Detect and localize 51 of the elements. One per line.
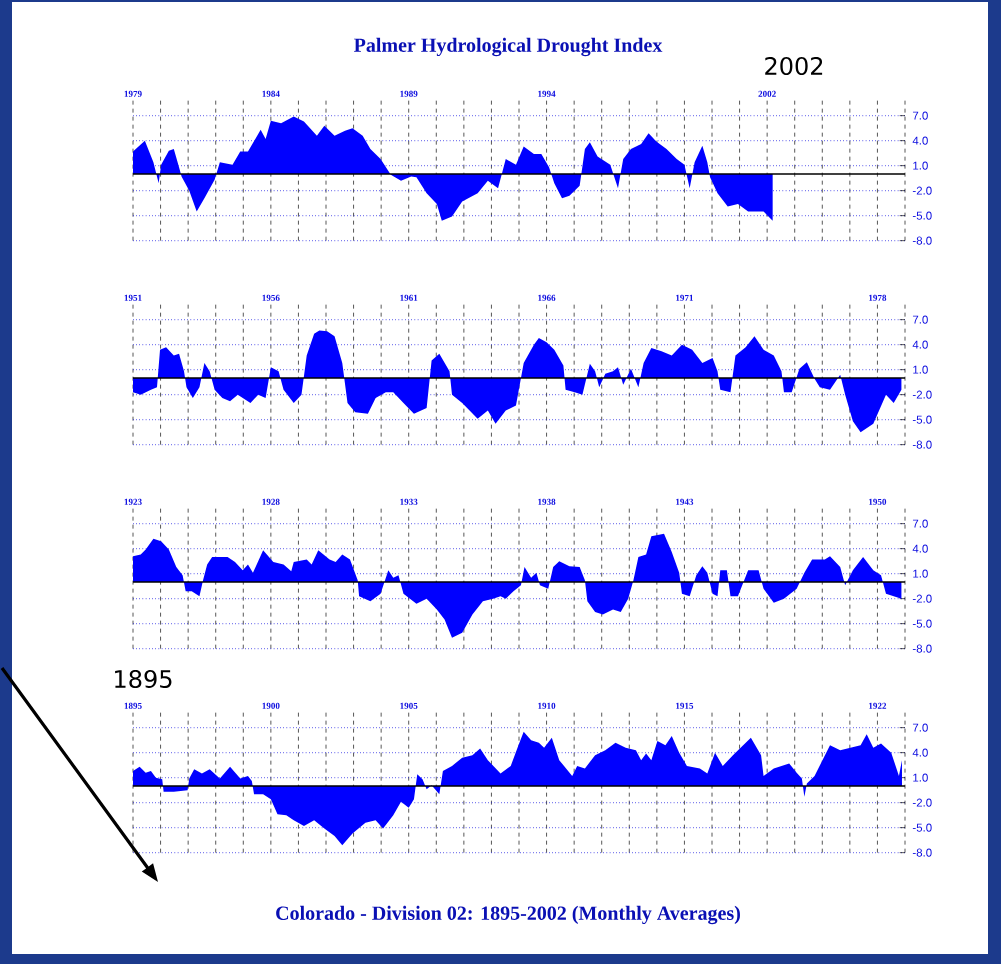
x-tick-label: 1900 — [262, 702, 280, 709]
x-tick-label: 1938 — [538, 498, 556, 505]
x-tick-label: 1951 — [124, 294, 142, 301]
x-tick-label: 1984 — [262, 90, 280, 97]
chart-title: Palmer Hydrological Drought Index — [353, 37, 663, 57]
y-tick-label: 4.0 — [912, 340, 928, 349]
y-tick-label: 7.0 — [912, 315, 928, 324]
y-tick-label: -8.0 — [912, 848, 932, 857]
y-tick-label: 7.0 — [912, 723, 928, 732]
x-tick-label: 1943 — [676, 498, 694, 505]
y-tick-label: -5.0 — [912, 823, 932, 832]
y-tick-label: -8.0 — [912, 440, 932, 449]
text: 1895 — [115, 669, 172, 689]
x-tick-label: 1979 — [124, 90, 142, 97]
y-tick-label: -8.0 — [912, 644, 932, 653]
x-tick-label: 1905 — [400, 702, 418, 709]
x-tick-label: 1989 — [400, 90, 418, 97]
y-tick-label: 1.0 — [913, 161, 928, 170]
x-tick-label: 1994 — [538, 90, 556, 97]
y-tick-label: 4.0 — [912, 136, 928, 145]
y-tick-label: -8.0 — [912, 236, 932, 245]
y-tick-label: 7.0 — [912, 519, 928, 528]
x-tick-label: 1933 — [400, 498, 418, 505]
x-tick-label: 1928 — [262, 498, 280, 505]
x-tick-label: 2002 — [758, 90, 776, 97]
x-tick-label: 1923 — [124, 498, 142, 505]
x-tick-label: 1915 — [676, 702, 694, 709]
y-tick-label: -5.0 — [912, 415, 932, 424]
x-tick-label: 1966 — [538, 294, 556, 301]
y-tick-label: 1.0 — [913, 773, 928, 782]
y-tick-label: -2.0 — [912, 798, 932, 807]
x-tick-label: 1971 — [676, 294, 694, 301]
text: Colorado - Division 02: 1895-2002 (Monthly Averages) — [276, 905, 740, 925]
x-tick-label: 1956 — [262, 294, 280, 301]
y-tick-label: 7.0 — [912, 111, 928, 120]
y-tick-label: -2.0 — [912, 390, 932, 399]
y-tick-label: 4.0 — [912, 544, 928, 553]
x-tick-label: 1978 — [869, 294, 887, 301]
x-tick-label: 1922 — [869, 702, 887, 709]
y-tick-label: 1.0 — [913, 365, 928, 374]
y-tick-label: -2.0 — [912, 186, 932, 195]
y-tick-label: 1.0 — [913, 569, 928, 578]
y-tick-label: -2.0 — [912, 594, 932, 603]
y-tick-label: -5.0 — [912, 211, 932, 220]
x-tick-label: 1895 — [124, 702, 142, 709]
text: 2002 — [765, 56, 823, 76]
x-tick-label: 1950 — [869, 498, 887, 505]
x-tick-label: 1910 — [538, 702, 556, 709]
x-tick-label: 1961 — [400, 294, 418, 301]
y-tick-label: 4.0 — [912, 748, 928, 757]
y-tick-label: -5.0 — [912, 619, 932, 628]
